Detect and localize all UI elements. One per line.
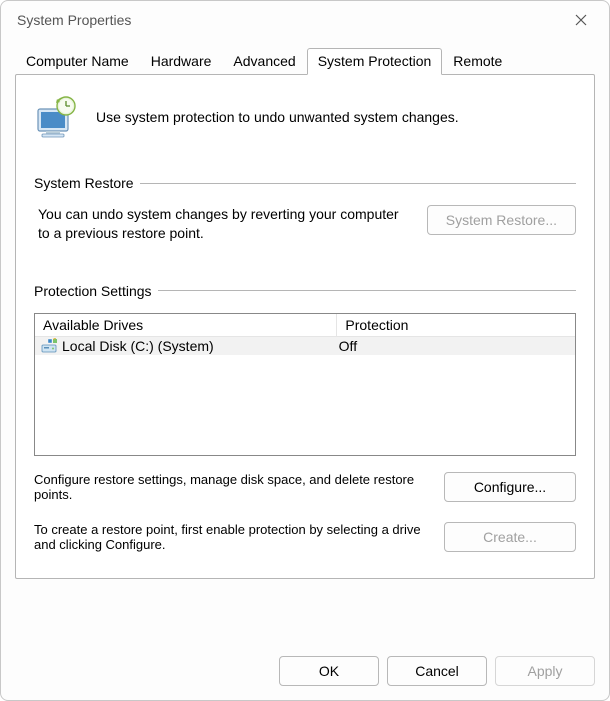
drive-icon (41, 338, 59, 354)
system-protection-icon (34, 95, 80, 141)
drive-row[interactable]: Local Disk (C:) (System) Off (35, 337, 575, 355)
apply-button[interactable]: Apply (495, 656, 595, 686)
cancel-button[interactable]: Cancel (387, 656, 487, 686)
group-protection-settings-label: Protection Settings (34, 283, 152, 299)
create-desc: To create a restore point, first enable … (34, 522, 424, 552)
divider (140, 183, 576, 184)
titlebar: System Properties (1, 1, 609, 39)
drive-name: Local Disk (C:) (System) (62, 338, 214, 354)
drives-table: Available Drives Protection (34, 313, 576, 456)
group-system-restore: System Restore (34, 175, 576, 191)
system-restore-button[interactable]: System Restore... (427, 205, 576, 235)
system-restore-desc: You can undo system changes by reverting… (38, 205, 407, 243)
tab-strip: Computer Name Hardware Advanced System P… (1, 39, 609, 74)
configure-desc: Configure restore settings, manage disk … (34, 472, 424, 502)
group-system-restore-label: System Restore (34, 175, 134, 191)
configure-button[interactable]: Configure... (444, 472, 576, 502)
ok-button[interactable]: OK (279, 656, 379, 686)
tab-system-protection[interactable]: System Protection (307, 48, 443, 75)
group-protection-settings: Protection Settings (34, 283, 576, 299)
tab-hardware[interactable]: Hardware (140, 48, 223, 75)
tab-advanced[interactable]: Advanced (222, 48, 306, 75)
tab-computer-name[interactable]: Computer Name (15, 48, 140, 75)
intro-text: Use system protection to undo unwanted s… (96, 95, 459, 125)
drive-protection: Off (337, 338, 569, 354)
col-header-drives[interactable]: Available Drives (35, 314, 337, 337)
window-title: System Properties (17, 12, 563, 28)
tab-remote[interactable]: Remote (442, 48, 513, 75)
col-header-protection[interactable]: Protection (337, 314, 575, 337)
divider (158, 290, 576, 291)
close-icon[interactable] (563, 6, 599, 34)
create-button[interactable]: Create... (444, 522, 576, 552)
